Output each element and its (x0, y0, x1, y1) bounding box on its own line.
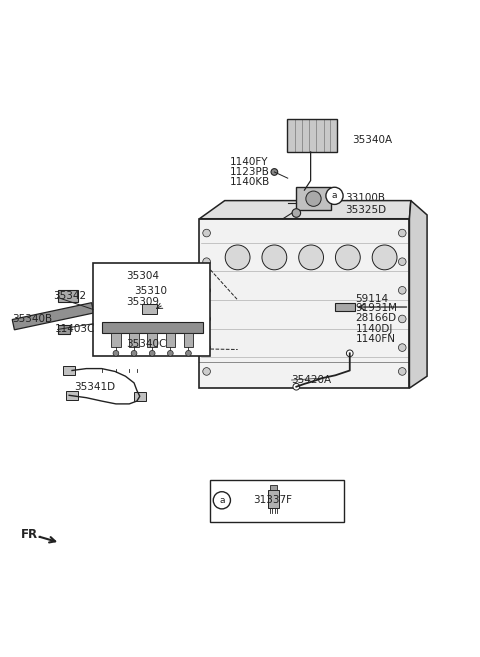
Text: 35342: 35342 (53, 291, 86, 301)
Text: 11403C: 11403C (55, 325, 95, 334)
Bar (210, 480, 344, 522)
Circle shape (262, 245, 287, 270)
Bar (287, 120, 337, 152)
Text: 31337F: 31337F (253, 495, 292, 505)
Circle shape (292, 209, 300, 217)
Text: 35304: 35304 (126, 271, 159, 281)
Text: 91931M: 91931M (356, 304, 397, 313)
Circle shape (398, 368, 406, 375)
Bar (199, 219, 409, 388)
Circle shape (203, 368, 210, 375)
Circle shape (113, 350, 119, 356)
Bar (93, 263, 210, 356)
Bar (133, 392, 146, 401)
Bar (66, 391, 78, 399)
Text: 35341D: 35341D (74, 382, 115, 392)
Circle shape (168, 350, 173, 356)
Text: 35340A: 35340A (352, 135, 392, 145)
Circle shape (336, 245, 360, 270)
Circle shape (398, 344, 406, 351)
Text: a: a (332, 191, 337, 200)
Bar (184, 333, 193, 347)
Text: a: a (219, 496, 225, 505)
Polygon shape (199, 200, 411, 219)
Circle shape (372, 245, 397, 270)
Circle shape (271, 169, 278, 175)
Polygon shape (12, 303, 94, 330)
Circle shape (398, 286, 406, 294)
Text: 1140DJ: 1140DJ (356, 325, 393, 334)
Circle shape (213, 491, 230, 509)
Circle shape (203, 229, 210, 237)
Text: 35340C: 35340C (126, 339, 167, 349)
Bar (58, 325, 70, 334)
Circle shape (203, 344, 210, 351)
Bar (268, 490, 279, 509)
Bar (142, 304, 157, 314)
Circle shape (131, 350, 137, 356)
Circle shape (203, 286, 210, 294)
Circle shape (326, 187, 343, 204)
Text: 35340B: 35340B (12, 314, 52, 324)
Text: 1140FY: 1140FY (229, 158, 268, 168)
Bar (336, 303, 355, 311)
Text: 35325D: 35325D (345, 205, 386, 215)
Text: 35420A: 35420A (291, 375, 332, 385)
Circle shape (225, 245, 250, 270)
Circle shape (347, 350, 353, 357)
Bar (147, 333, 157, 347)
Bar (58, 290, 78, 302)
Text: 59114: 59114 (356, 294, 389, 304)
Circle shape (186, 350, 192, 356)
Text: 1140KB: 1140KB (229, 177, 270, 187)
Text: 35310: 35310 (134, 286, 167, 296)
Text: 33100B: 33100B (345, 193, 385, 203)
Circle shape (398, 229, 406, 237)
Bar (166, 333, 175, 347)
Circle shape (203, 258, 210, 265)
Bar (63, 366, 75, 374)
Circle shape (203, 315, 210, 323)
Bar (102, 322, 203, 333)
Bar (270, 485, 277, 490)
Text: 28166D: 28166D (356, 313, 396, 323)
Circle shape (293, 384, 300, 390)
Circle shape (299, 245, 324, 270)
Text: 1140FN: 1140FN (356, 334, 396, 344)
Text: 1123PB: 1123PB (229, 167, 269, 177)
Bar (129, 333, 139, 347)
Circle shape (398, 258, 406, 265)
Text: FR.: FR. (21, 528, 42, 541)
Polygon shape (409, 200, 427, 388)
Circle shape (149, 350, 155, 356)
Text: 35309: 35309 (126, 297, 159, 307)
Circle shape (306, 191, 321, 206)
Circle shape (398, 315, 406, 323)
Bar (111, 333, 120, 347)
Bar (296, 187, 331, 210)
